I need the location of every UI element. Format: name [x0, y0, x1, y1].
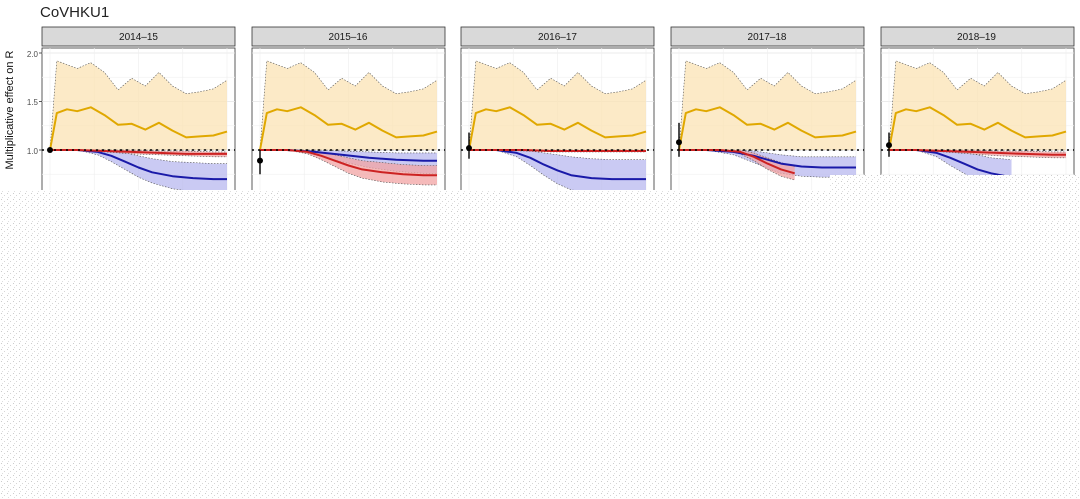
red-ci-band-upper — [679, 149, 795, 167]
red-ci-band-lower — [889, 149, 1066, 159]
chart-title: CoVHKU1 — [40, 4, 109, 21]
red-series-line — [260, 149, 437, 177]
gold-series-line — [259, 106, 438, 151]
facet-strip-label: 2016–17 — [538, 32, 577, 43]
blue-series-line — [469, 149, 646, 181]
facet-strip-label: 2017–18 — [748, 32, 787, 43]
gold-ci-band — [469, 60, 646, 150]
gold-series-line — [678, 106, 857, 151]
red-ci-band — [260, 150, 437, 185]
gold-ci-band — [260, 60, 437, 150]
red-ci-band-lower — [50, 149, 227, 158]
red-ci-band-upper — [260, 149, 437, 166]
point-estimate — [886, 142, 892, 149]
red-ci-band-lower — [679, 149, 795, 181]
noise-overlay — [830, 175, 1080, 195]
y-axis-label: Multiplicative effect on R — [4, 50, 16, 169]
gold-series-line — [888, 106, 1067, 151]
gold-series-line — [468, 106, 647, 151]
facet-strip-label: 2015–16 — [329, 32, 368, 43]
facet-strip — [670, 26, 865, 47]
gold-ci-band — [679, 60, 856, 150]
facet-strip — [251, 26, 446, 47]
blue-ci-band-upper — [50, 149, 227, 164]
blue-ci-band — [50, 150, 227, 193]
gold-ci-band-upper — [888, 60, 1067, 151]
gold-ci-band-upper — [678, 60, 857, 151]
gold-series-line — [49, 106, 228, 151]
facet-strip-label: 2018–19 — [957, 32, 996, 43]
gold-ci-band — [50, 60, 227, 150]
blue-ci-band-upper — [679, 149, 856, 158]
noise-overlay — [0, 190, 1080, 499]
blue-ci-band — [469, 150, 646, 197]
red-ci-band — [889, 150, 1066, 158]
red-series-line — [50, 149, 227, 155]
facet-strip — [880, 26, 1075, 47]
gold-ci-band-upper — [468, 60, 647, 151]
y-tick-label: 1.0 — [27, 147, 39, 156]
gold-ci-band-upper — [259, 60, 438, 151]
point-estimate — [466, 145, 472, 152]
y-tick-label: 1.5 — [27, 98, 39, 107]
facet-strip — [41, 26, 236, 47]
red-series-line — [889, 149, 1066, 156]
facet-strip-label: 2014–15 — [119, 32, 158, 43]
point-estimate — [47, 147, 53, 153]
facet-strip — [460, 26, 655, 47]
point-estimate — [257, 157, 263, 164]
red-ci-band-lower — [260, 149, 437, 186]
red-series-line — [469, 149, 646, 152]
y-tick-label: 2.0 — [27, 50, 39, 59]
y-axis-ticks: 1.0 1.5 2.0 — [27, 50, 39, 156]
blue-ci-band-upper — [469, 149, 646, 160]
red-ci-band — [679, 150, 795, 181]
gold-ci-band — [889, 60, 1066, 150]
point-estimate — [676, 139, 682, 146]
gold-ci-band-upper — [49, 60, 228, 151]
red-ci-band — [50, 150, 227, 157]
